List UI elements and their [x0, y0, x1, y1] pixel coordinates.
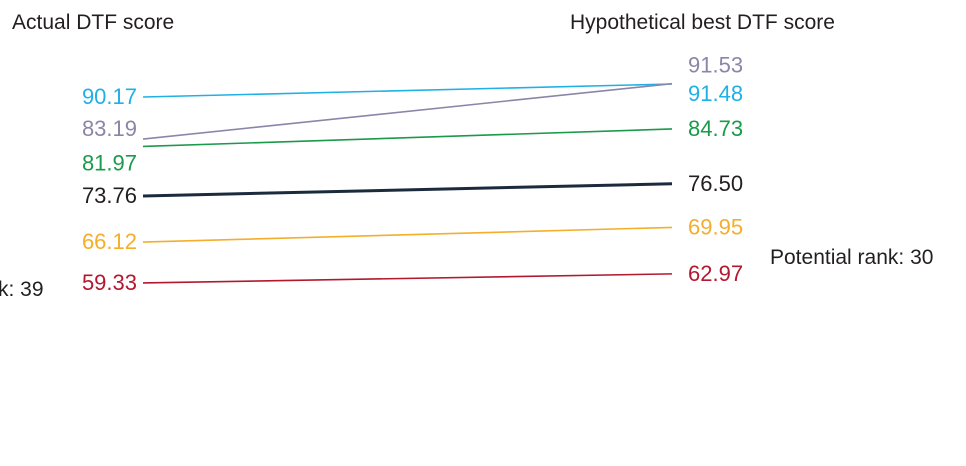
- actual-score-label: 59.33: [82, 270, 137, 295]
- slope-line: [142, 128, 673, 148]
- best-score-header: Hypothetical best DTF score: [570, 11, 835, 34]
- actual-score-header: Actual DTF score: [12, 11, 174, 34]
- slope-line: [142, 182, 673, 198]
- best-score-label: 76.50: [688, 171, 743, 196]
- actual-score-label: 66.12: [82, 229, 137, 254]
- potential-rank-annotation: Potential rank: 30: [770, 246, 933, 269]
- best-score-label: 62.97: [688, 261, 743, 286]
- actual-score-label: 90.17: [82, 84, 137, 109]
- chart-marks: 90.17 91.48 83.19 91.53 81.97 84.73 73.76 76.50…: [82, 53, 743, 295]
- slope-line: [142, 82, 673, 140]
- slope-line: [142, 273, 673, 284]
- actual-score-label: 81.97: [82, 150, 137, 175]
- best-score-label: 91.53: [688, 53, 743, 78]
- actual-score-label: 73.76: [82, 183, 137, 208]
- current-rank-annotation: k: 39: [0, 278, 44, 301]
- actual-score-label: 83.19: [82, 116, 137, 141]
- slope-line: [142, 83, 673, 98]
- slope-line: [142, 226, 673, 243]
- best-score-label: 84.73: [688, 116, 743, 141]
- best-score-label: 91.48: [688, 81, 743, 106]
- best-score-label: 69.95: [688, 214, 743, 239]
